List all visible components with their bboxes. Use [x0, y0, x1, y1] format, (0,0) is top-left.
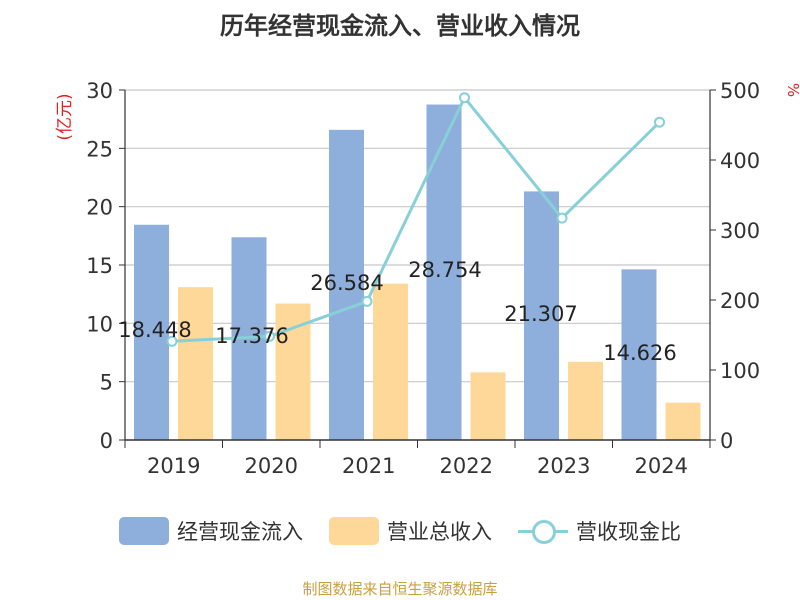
ratio-point — [361, 295, 373, 307]
legend-item-cash-inflow[interactable]: 经营现金流入 — [119, 516, 303, 546]
y-right-tick-label: 100 — [720, 359, 760, 383]
x-tick-label: 2019 — [147, 454, 200, 478]
chart-canvas: 0510152025300100200300400500(亿元)%2019202… — [55, 79, 800, 478]
y-right-tick-label: 500 — [720, 79, 760, 103]
chart-title: 历年经营现金流入、营业收入情况 — [220, 12, 580, 40]
y-left-tick-label: 0 — [100, 429, 113, 453]
y-left-axis-label: (亿元) — [55, 93, 75, 140]
y-left-tick-label: 15 — [86, 254, 113, 278]
ratio-point — [556, 212, 568, 224]
data-label-cash-inflow: 18.448 — [118, 318, 191, 342]
y-left-tick-label: 25 — [86, 137, 113, 161]
ratio-point — [654, 116, 665, 128]
data-label-cash-inflow: 26.584 — [310, 271, 383, 295]
chart-legend: 经营现金流入 营业总收入 营收现金比 — [0, 516, 800, 546]
legend-swatch-cash-inflow — [119, 517, 169, 545]
legend-swatch-revenue — [329, 517, 379, 545]
legend-item-ratio[interactable]: 营收现金比 — [518, 516, 681, 546]
x-tick-label: 2022 — [440, 454, 493, 478]
data-label-cash-inflow: 17.376 — [215, 324, 288, 348]
ratio-point — [459, 92, 470, 104]
y-right-tick-label: 300 — [720, 219, 760, 243]
bar-cash-inflow — [621, 269, 657, 440]
legend-label-revenue: 营业总收入 — [387, 520, 492, 544]
y-left-tick-label: 10 — [86, 312, 113, 336]
bar-revenue — [178, 287, 213, 440]
bar-revenue — [470, 372, 506, 440]
data-label-cash-inflow: 21.307 — [504, 302, 577, 326]
y-left-tick-label: 5 — [100, 371, 113, 395]
y-right-axis-label: % — [784, 83, 800, 97]
y-left-tick-label: 20 — [86, 196, 113, 220]
data-label-cash-inflow: 28.754 — [408, 258, 481, 282]
legend-label-ratio: 营收现金比 — [576, 520, 681, 544]
bar-cash-inflow — [134, 224, 169, 440]
ratio-line — [171, 94, 661, 343]
bar-cash-inflow — [426, 104, 462, 440]
ratio-point — [166, 335, 178, 347]
x-tick-label: 2023 — [537, 454, 590, 478]
x-tick-label: 2020 — [245, 454, 298, 478]
y-left-tick-label: 30 — [86, 79, 113, 103]
data-label-cash-inflow: 14.626 — [603, 341, 676, 365]
bar-revenue — [665, 402, 701, 440]
y-right-tick-label: 0 — [720, 429, 733, 453]
legend-item-revenue[interactable]: 营业总收入 — [329, 516, 492, 546]
x-tick-label: 2021 — [342, 454, 395, 478]
bar-cash-inflow — [329, 129, 364, 440]
legend-label-cash-inflow: 经营现金流入 — [177, 520, 303, 544]
bar-revenue — [568, 361, 603, 440]
y-right-tick-label: 400 — [720, 149, 760, 173]
bar-revenue — [373, 283, 408, 440]
bar-revenue — [275, 303, 311, 440]
bar-cash-inflow — [524, 191, 559, 440]
ratio-point — [264, 330, 275, 342]
y-right-tick-label: 200 — [720, 289, 760, 313]
legend-swatch-ratio — [518, 517, 568, 545]
source-note: 制图数据来自恒生聚源数据库 — [302, 580, 498, 598]
x-tick-label: 2024 — [635, 454, 688, 478]
